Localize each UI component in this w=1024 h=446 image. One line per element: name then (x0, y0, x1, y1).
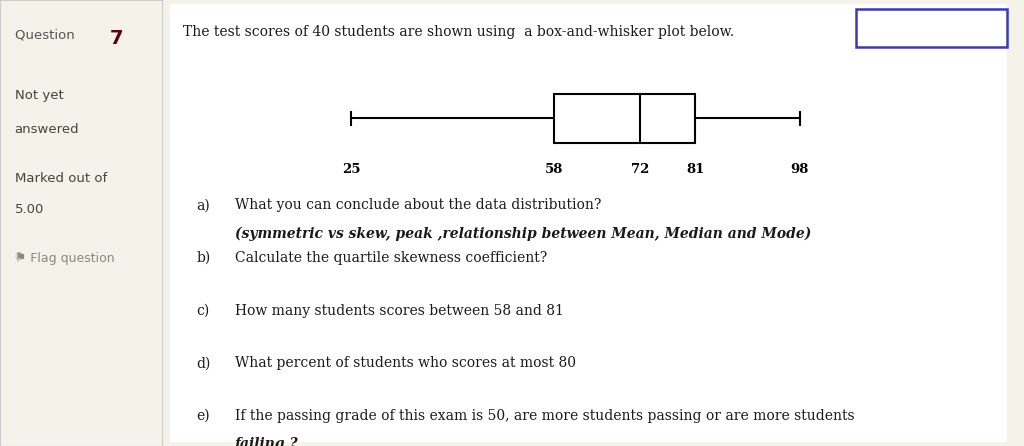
Text: failing ?: failing ? (236, 437, 299, 446)
Text: (symmetric vs skew, peak ,relationship between Mean, Median and Mode): (symmetric vs skew, peak ,relationship b… (236, 226, 811, 240)
Text: 25: 25 (342, 163, 360, 176)
Text: ④: ④ (14, 252, 24, 262)
Text: answered: answered (14, 123, 79, 136)
Text: If the passing grade of this exam is 50, are more students passing or are more s: If the passing grade of this exam is 50,… (236, 409, 855, 423)
Text: Question: Question (14, 29, 79, 42)
Text: Not yet: Not yet (14, 89, 63, 102)
Text: 81: 81 (686, 163, 705, 176)
Bar (856, 9, 1007, 47)
Text: a): a) (197, 198, 210, 212)
Text: How many students scores between 58 and 81: How many students scores between 58 and … (236, 304, 564, 318)
Text: 7: 7 (110, 29, 124, 48)
Text: ⚑ Flag question: ⚑ Flag question (14, 252, 115, 265)
Text: What you can conclude about the data distribution?: What you can conclude about the data dis… (236, 198, 601, 212)
Text: Marked out of: Marked out of (14, 172, 106, 185)
Text: The test scores of 40 students are shown using  a box-and-whisker plot below.: The test scores of 40 students are shown… (183, 25, 734, 38)
Text: Calculate the quartile skewness coefficient?: Calculate the quartile skewness coeffici… (236, 251, 548, 265)
Text: 98: 98 (791, 163, 809, 176)
Bar (554, 94, 695, 143)
Text: b): b) (197, 251, 211, 265)
Text: 5.00: 5.00 (14, 203, 44, 216)
Text: c): c) (197, 304, 210, 318)
Text: d): d) (197, 356, 211, 370)
Text: 58: 58 (545, 163, 563, 176)
Text: 72: 72 (631, 163, 649, 176)
Text: e): e) (197, 409, 210, 423)
Text: What percent of students who scores at most 80: What percent of students who scores at m… (236, 356, 577, 370)
